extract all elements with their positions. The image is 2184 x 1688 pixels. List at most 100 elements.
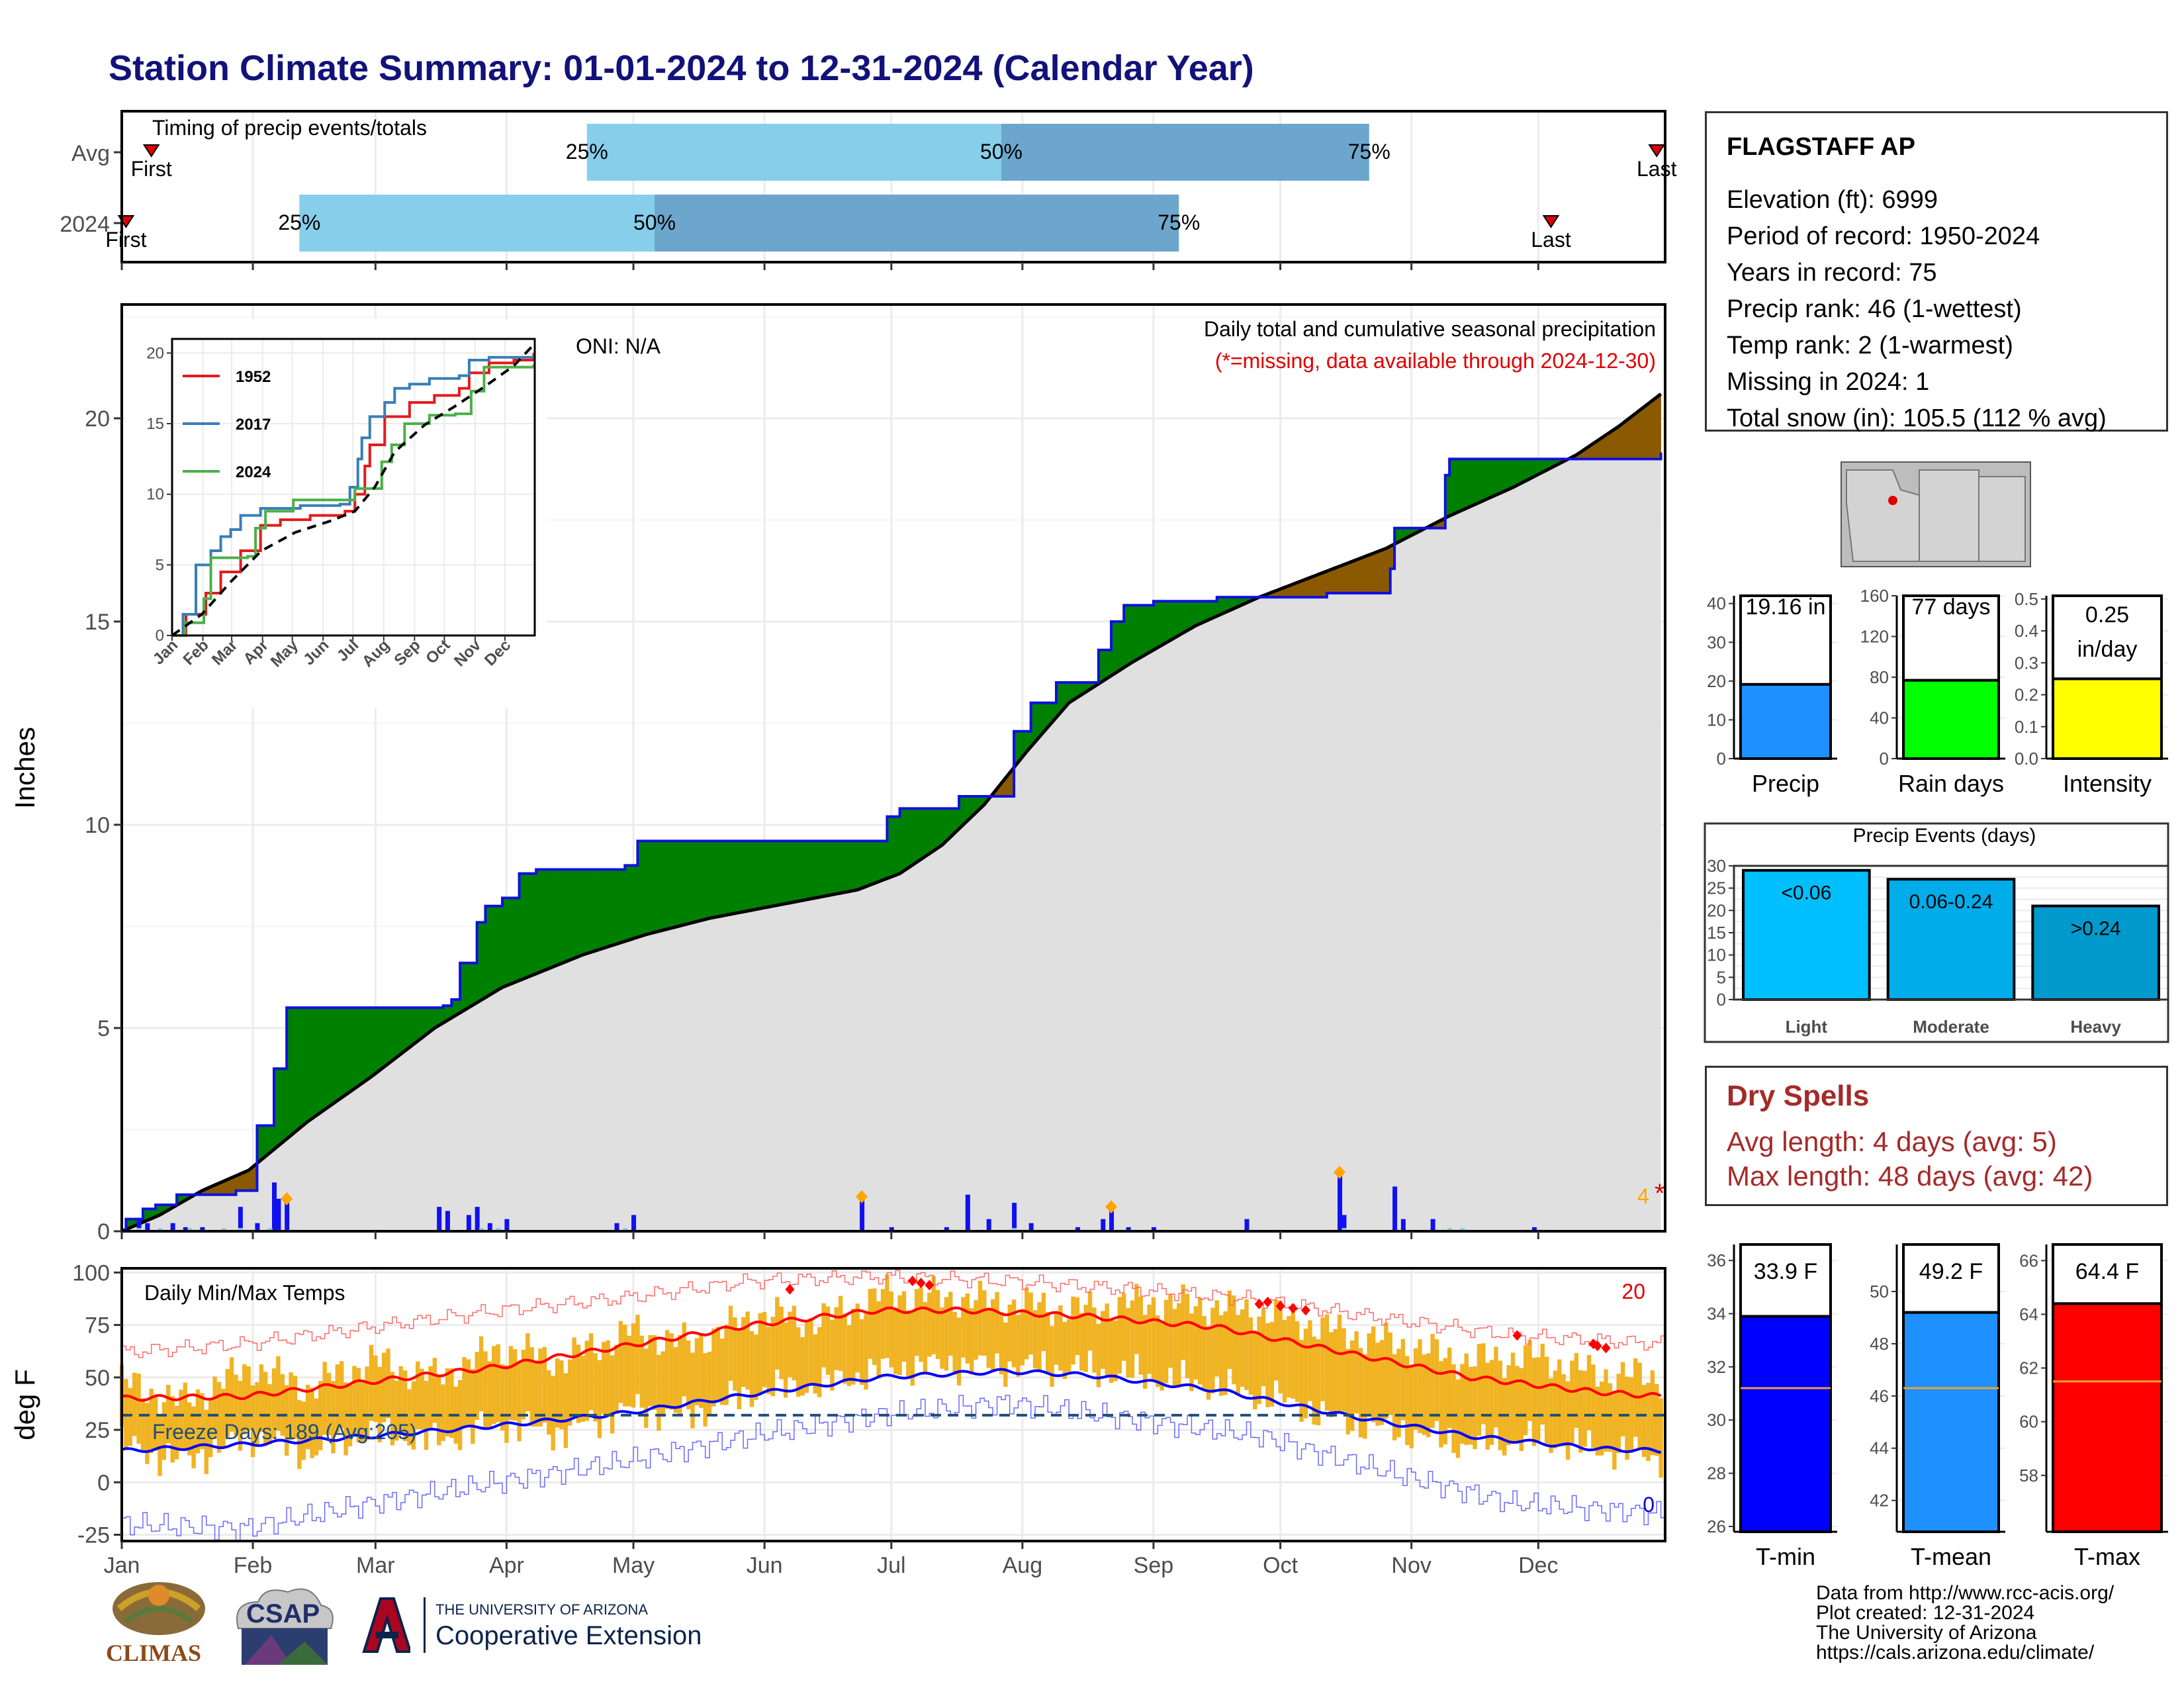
temp-x-tick-label: Aug [1003, 1553, 1043, 1578]
temp-daily-bar [1071, 1296, 1075, 1365]
tmean-y-tick-label: 42 [1870, 1491, 1889, 1511]
temp-record-high-point [1592, 1340, 1602, 1352]
precip-diff-band [312, 1007, 317, 1119]
temp-daily-bar [846, 1325, 852, 1386]
temp-y-tick-label: 50 [85, 1366, 110, 1391]
temp-daily-bar [1223, 1311, 1228, 1395]
precip-diff-band [1314, 574, 1319, 598]
temp-daily-bar [830, 1319, 835, 1391]
temp-daily-bar [1003, 1322, 1008, 1387]
temp-daily-bar [1041, 1292, 1046, 1352]
precip-diff-band [1369, 553, 1374, 594]
dry-spells-title: Dry Spells [1727, 1080, 1870, 1112]
tmax-label: T-max [2074, 1543, 2140, 1570]
precip-diff-band [1178, 600, 1183, 636]
precip-diff-band [535, 869, 541, 974]
temp-daily-bar [1024, 1287, 1029, 1360]
temp-daily-bar [441, 1384, 445, 1441]
precip-avg-area [122, 394, 1661, 1232]
temp-daily-bar [356, 1368, 361, 1442]
precip-diff-band [1491, 459, 1496, 498]
temp-daily-bar [420, 1368, 424, 1430]
precip-diff-band [404, 1007, 410, 1051]
csap-logo-mark [236, 1588, 334, 1665]
temp-y-tick-label: -25 [77, 1523, 110, 1548]
precip-snow-marker [856, 1190, 868, 1203]
station-name: FLAGSTAFF AP [1727, 133, 1915, 161]
temp-daily-bar [310, 1387, 314, 1458]
temp-daily-bar [478, 1336, 484, 1412]
precip-trace-bar [623, 1228, 628, 1231]
temp-daily-bar [1282, 1319, 1287, 1403]
precip-daily-bar [276, 1198, 281, 1231]
temp-daily-bar [754, 1334, 758, 1400]
rain_days-label: Rain days [1898, 770, 2004, 797]
info-period: Period of record: 1950-2024 [1727, 222, 2040, 250]
temp-daily-bar [1388, 1332, 1392, 1415]
info-temp-rank: Temp rank: 2 (1-warmest) [1727, 332, 2013, 359]
temp-daily-bar [775, 1297, 780, 1370]
precip-daily-bar [1028, 1223, 1034, 1231]
precip-daily-bar [1531, 1227, 1537, 1231]
precip-diff-band [1161, 600, 1167, 646]
rain_days-value-box [1902, 594, 2000, 682]
precip-diff-band [1153, 600, 1158, 651]
temp-daily-bar [174, 1405, 179, 1460]
precip-diff-band [1102, 649, 1107, 682]
precip-daily-bar [944, 1227, 949, 1231]
temp-daily-bar [246, 1366, 251, 1430]
precip-diff-band [341, 1007, 346, 1098]
temp-daily-bar [508, 1346, 513, 1421]
tmean-y-tick-label: 44 [1870, 1438, 1889, 1458]
intensity-value-box [2052, 594, 2163, 680]
precip-diff-band [916, 808, 921, 863]
temp-daily-bar [340, 1361, 344, 1429]
temp-daily-bar [326, 1372, 332, 1436]
inset-legend-label: 1952 [236, 368, 271, 386]
temp-daily-bar [1553, 1370, 1558, 1448]
temp-daily-bar [1506, 1365, 1511, 1446]
temp-record-high-point [785, 1284, 795, 1295]
precip-trace-bar [1012, 1228, 1017, 1231]
temp-x-tick-label: Dec [1518, 1553, 1558, 1578]
tmean-label: T-mean [1911, 1543, 1991, 1570]
temp-x-tick-label: Feb [234, 1553, 273, 1578]
precip-diff-band [806, 841, 811, 900]
temp-daily-bar [627, 1335, 631, 1407]
temp-daily-bar [1367, 1333, 1371, 1417]
intensity-y-tick-label: 0.4 [2015, 621, 2038, 641]
temp-daily-bar [234, 1374, 238, 1436]
precip-diff-band [785, 841, 790, 904]
temp-daily-bar [187, 1402, 192, 1456]
temp-daily-bar [208, 1398, 213, 1458]
temp-daily-bar [694, 1338, 700, 1405]
precip-diff-band [506, 898, 512, 986]
precip_total-value-text: 19.16 in [1746, 594, 1826, 620]
precip-diff-band [751, 841, 756, 911]
station-info-box: FLAGSTAFF AP Elevation (ft): 6999 Period… [1705, 111, 2168, 432]
temp-daily-bar [1392, 1354, 1397, 1440]
temp-daily-bar [1265, 1323, 1270, 1407]
precip-daily-bar [1400, 1219, 1406, 1231]
temp-daily-bar [1659, 1398, 1663, 1478]
tmax-value-box [2052, 1243, 2163, 1305]
precip-diff-band [548, 869, 553, 969]
precip-diff-band [320, 1007, 325, 1113]
precip-diff-band [1462, 459, 1467, 511]
precip-diff-band [540, 869, 545, 972]
temp-daily-bar [618, 1321, 623, 1403]
tmax-y-tick-label: 60 [2019, 1412, 2038, 1432]
precip-diff-band [802, 841, 807, 901]
precip-diff-band [1128, 605, 1133, 665]
temp-daily-bar [952, 1311, 957, 1376]
temp-daily-bar [673, 1347, 678, 1413]
temp-daily-bar [492, 1346, 496, 1425]
dry-spells-max: Max length: 48 days (avg: 42) [1727, 1160, 2093, 1192]
temp-record-high-point [1512, 1330, 1522, 1341]
temp-daily-bar [682, 1322, 686, 1397]
temp-daily-bar [1050, 1326, 1054, 1387]
inset-series-average [171, 344, 535, 637]
tmax-y-tick-label: 58 [2019, 1466, 2038, 1485]
tmean-y-tick-label: 50 [1870, 1282, 1889, 1301]
precip-daily-bar [1244, 1219, 1250, 1231]
